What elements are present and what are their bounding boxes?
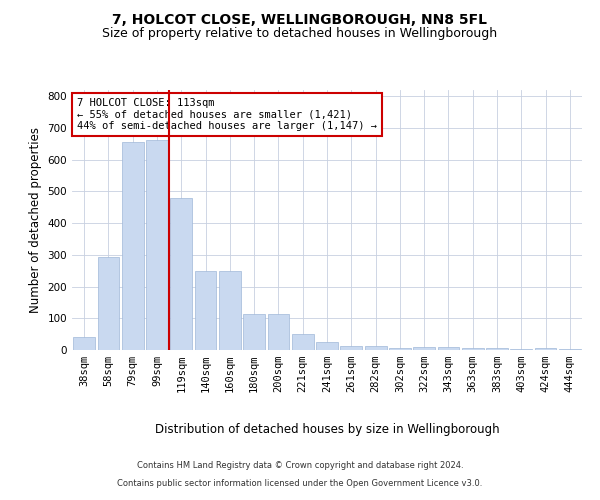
Text: Distribution of detached houses by size in Wellingborough: Distribution of detached houses by size … (155, 422, 499, 436)
Bar (437, 348, 460, 350)
Bar (146, 140, 168, 350)
Text: Contains public sector information licensed under the Open Government Licence v3: Contains public sector information licen… (118, 478, 482, 488)
Bar (462, 348, 484, 350)
Bar (389, 348, 411, 350)
Bar (97, 257, 119, 350)
Bar (292, 334, 314, 350)
Bar (559, 349, 581, 350)
Bar (340, 346, 362, 350)
Bar (316, 342, 338, 350)
Bar (194, 270, 217, 350)
Text: Size of property relative to detached houses in Wellingborough: Size of property relative to detached ho… (103, 28, 497, 40)
Text: Contains HM Land Registry data © Crown copyright and database right 2024.: Contains HM Land Registry data © Crown c… (137, 461, 463, 470)
Bar (170, 198, 192, 350)
Bar (243, 314, 265, 350)
Bar (268, 314, 289, 350)
Text: 7 HOLCOT CLOSE: 113sqm
← 55% of detached houses are smaller (1,421)
44% of semi-: 7 HOLCOT CLOSE: 113sqm ← 55% of detached… (77, 98, 377, 131)
Bar (365, 346, 386, 350)
Bar (535, 348, 556, 350)
Bar (73, 336, 95, 350)
Bar (219, 270, 241, 350)
Y-axis label: Number of detached properties: Number of detached properties (29, 127, 42, 313)
Bar (122, 142, 143, 350)
Bar (413, 348, 435, 350)
Bar (511, 349, 532, 350)
Bar (486, 348, 508, 350)
Text: 7, HOLCOT CLOSE, WELLINGBOROUGH, NN8 5FL: 7, HOLCOT CLOSE, WELLINGBOROUGH, NN8 5FL (113, 12, 487, 26)
